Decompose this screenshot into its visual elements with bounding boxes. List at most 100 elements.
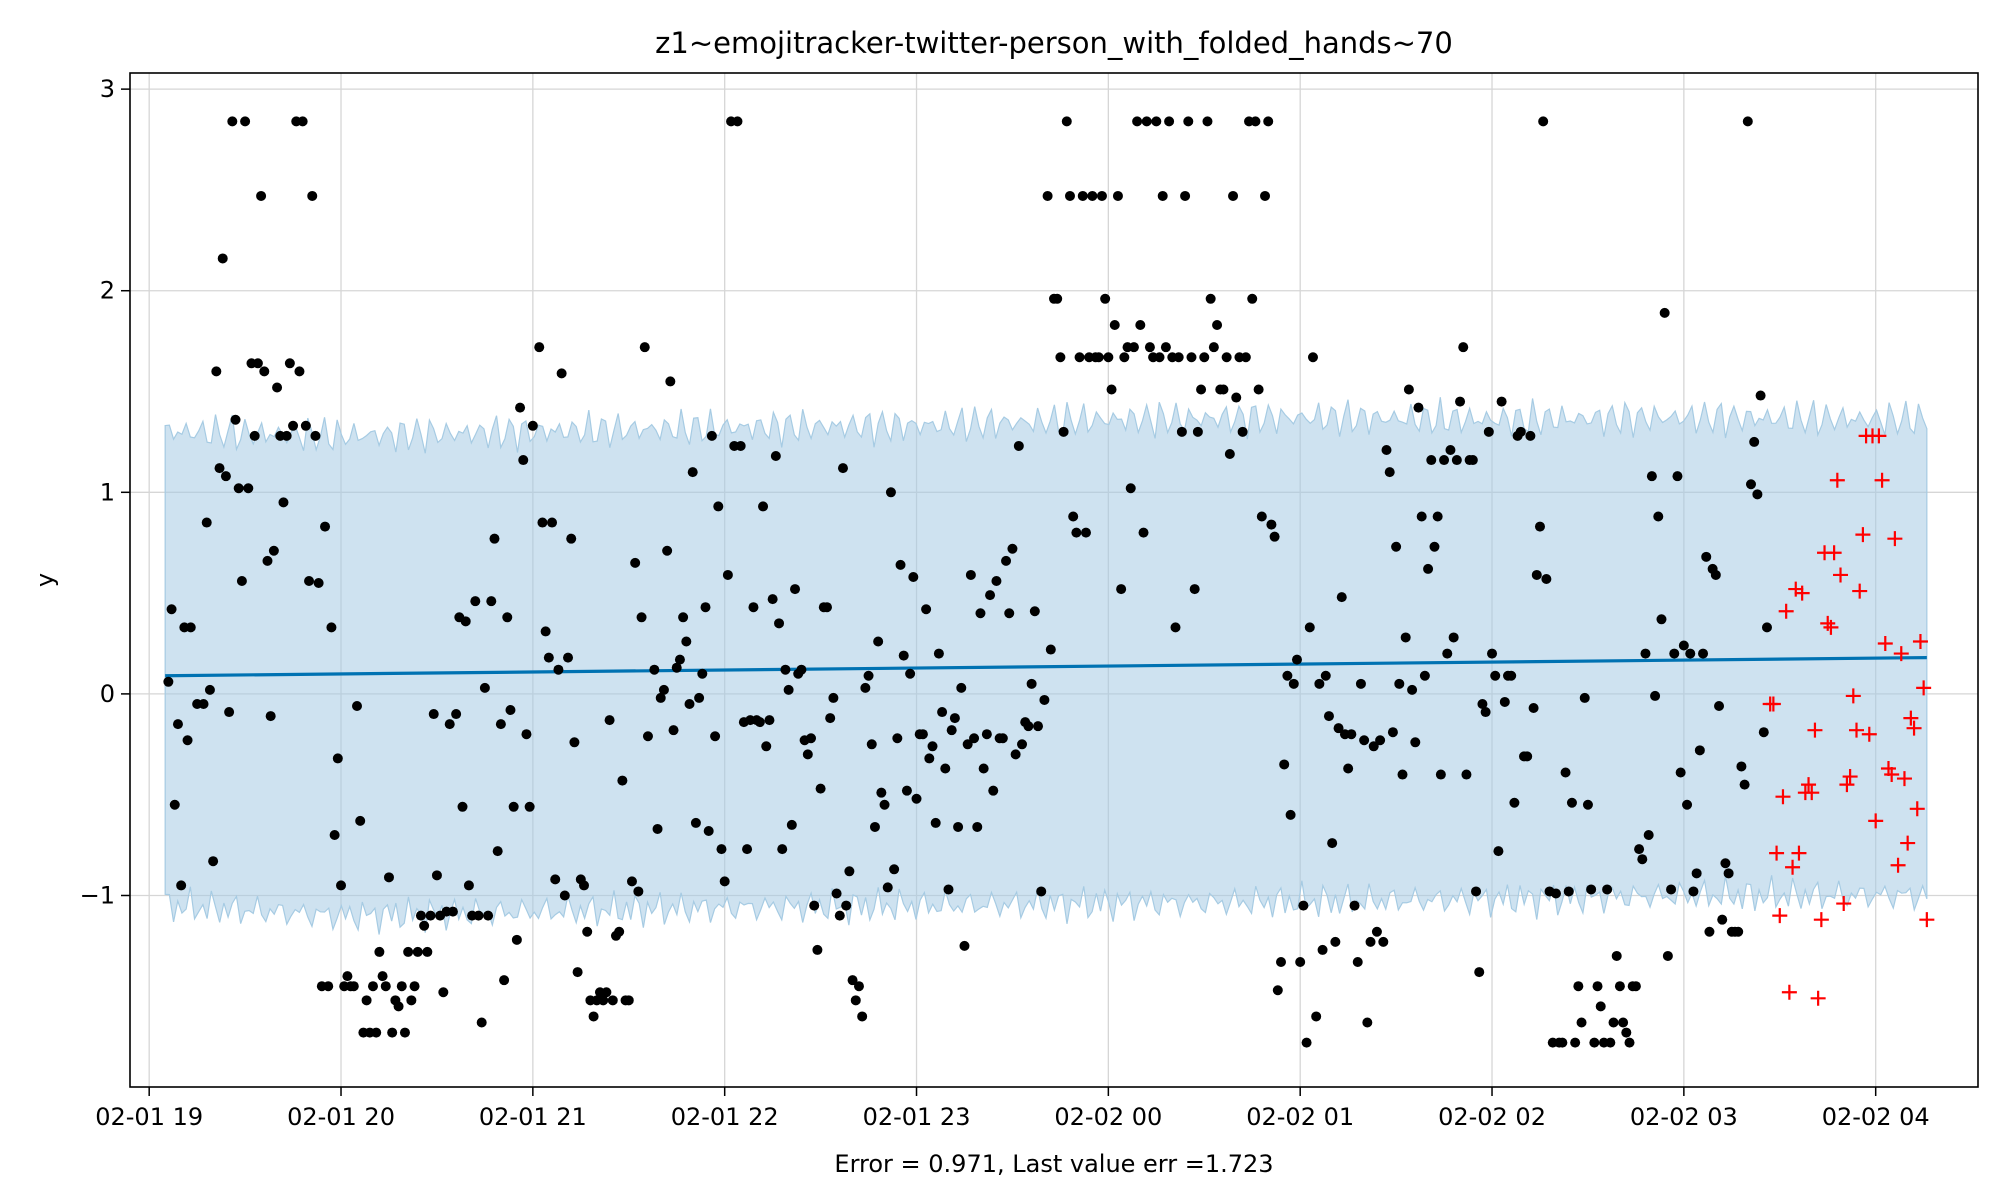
x-tick-label: 02-02 01 xyxy=(1246,1103,1354,1131)
observed-point xyxy=(451,709,462,720)
observed-point xyxy=(908,571,919,582)
observed-point xyxy=(172,719,183,730)
observed-point xyxy=(1199,352,1210,363)
observed-point xyxy=(1330,936,1341,947)
observed-point xyxy=(1004,608,1015,619)
y-tick-label: 3 xyxy=(100,75,115,103)
observed-point xyxy=(249,430,260,441)
observed-point xyxy=(1106,384,1117,395)
observed-point xyxy=(1295,957,1306,968)
observed-point xyxy=(828,692,839,703)
observed-point xyxy=(256,190,267,201)
holdout-point xyxy=(1826,545,1842,561)
observed-point xyxy=(1276,957,1287,968)
observed-point xyxy=(1387,727,1398,738)
observed-point xyxy=(1378,936,1389,947)
observed-point xyxy=(1288,678,1299,689)
observed-point xyxy=(444,719,455,730)
observed-point xyxy=(1333,723,1344,734)
observed-point xyxy=(1755,390,1766,401)
observed-point xyxy=(997,733,1008,744)
observed-point xyxy=(863,670,874,681)
observed-point xyxy=(1071,527,1082,538)
observed-point xyxy=(1157,190,1168,201)
observed-point xyxy=(1723,868,1734,879)
observed-point xyxy=(377,971,388,982)
observed-point xyxy=(1061,116,1072,127)
observed-point xyxy=(665,376,676,387)
observed-point xyxy=(518,455,529,466)
observed-point xyxy=(1138,527,1149,538)
observed-point xyxy=(1560,767,1571,778)
holdout-point xyxy=(1890,857,1906,873)
observed-point xyxy=(1176,426,1187,437)
observed-point xyxy=(965,569,976,580)
observed-point xyxy=(224,707,235,718)
holdout-point xyxy=(1906,720,1922,736)
observed-point xyxy=(847,975,858,986)
holdout-point xyxy=(1829,472,1845,488)
observed-point xyxy=(1317,944,1328,955)
observed-point xyxy=(1116,584,1127,595)
holdout-point xyxy=(1785,859,1801,875)
observed-point xyxy=(1036,886,1047,897)
holdout-point xyxy=(1791,845,1807,861)
holdout-point xyxy=(1849,722,1865,738)
observed-point xyxy=(1368,741,1379,752)
observed-point xyxy=(556,368,567,379)
observed-point xyxy=(1611,950,1622,961)
observed-point xyxy=(866,739,877,750)
y-axis-label: y xyxy=(31,573,59,587)
observed-point xyxy=(764,715,775,726)
observed-point xyxy=(1164,116,1175,127)
observed-point xyxy=(1432,511,1443,522)
observed-point xyxy=(1298,900,1309,911)
observed-point xyxy=(566,533,577,544)
observed-point xyxy=(1096,190,1107,201)
observed-point xyxy=(524,801,535,812)
observed-point xyxy=(1247,293,1258,304)
observed-point xyxy=(710,731,721,742)
observed-point xyxy=(844,866,855,877)
observed-point xyxy=(1266,519,1277,530)
observed-point xyxy=(837,463,848,474)
observed-point xyxy=(572,967,583,978)
observed-point xyxy=(243,483,254,494)
chart-title: z1~emojitracker-twitter-person_with_fold… xyxy=(655,26,1453,60)
observed-point xyxy=(1541,573,1552,584)
observed-point xyxy=(1439,455,1450,466)
observed-point xyxy=(252,358,263,369)
observed-point xyxy=(1256,511,1267,522)
observed-point xyxy=(1573,981,1584,992)
observed-point xyxy=(1672,471,1683,482)
observed-point xyxy=(1029,606,1040,617)
observed-point xyxy=(1007,543,1018,554)
observed-point xyxy=(1534,521,1545,532)
observed-point xyxy=(1001,555,1012,566)
observed-point xyxy=(272,382,283,393)
observed-point xyxy=(1445,444,1456,455)
observed-point xyxy=(169,799,180,810)
observed-point xyxy=(438,987,449,998)
observed-point xyxy=(1068,511,1079,522)
observed-point xyxy=(930,817,941,828)
observed-point xyxy=(1752,489,1763,500)
observed-point xyxy=(678,612,689,623)
observed-point xyxy=(1304,622,1315,633)
observed-point xyxy=(1493,846,1504,857)
holdout-point xyxy=(1871,428,1887,444)
observed-point xyxy=(342,971,353,982)
observed-point xyxy=(917,729,928,740)
observed-point xyxy=(505,705,516,716)
observed-point xyxy=(1144,342,1155,353)
observed-point xyxy=(352,700,363,711)
observed-point xyxy=(674,654,685,665)
observed-point xyxy=(201,517,212,528)
observed-point xyxy=(786,819,797,830)
observed-point xyxy=(1391,541,1402,552)
observed-point xyxy=(1624,1037,1635,1048)
observed-point xyxy=(1451,455,1462,466)
observed-point xyxy=(265,711,276,722)
observed-point xyxy=(1237,426,1248,437)
observed-point xyxy=(259,366,270,377)
